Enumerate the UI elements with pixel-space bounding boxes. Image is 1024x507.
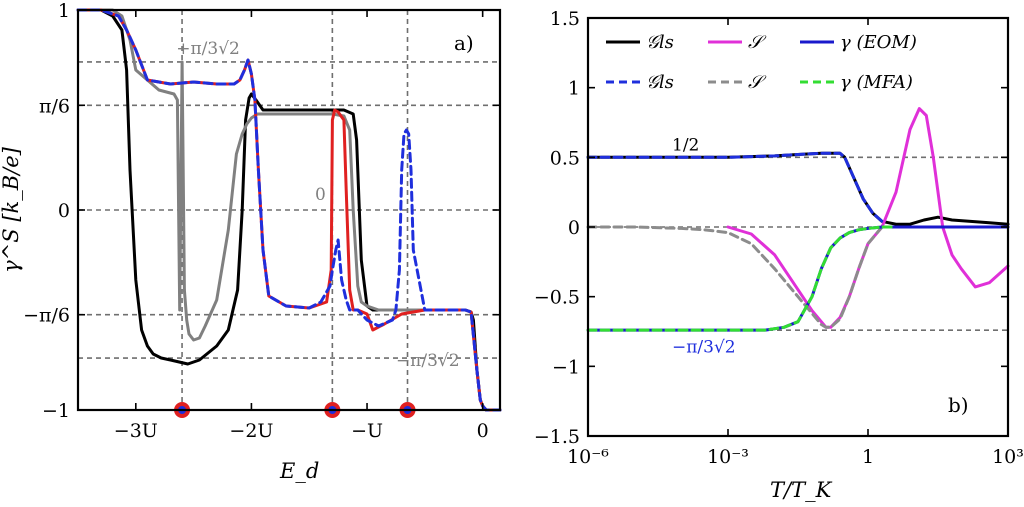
panel-a-gridlines <box>78 9 500 410</box>
annotation-1: 0 <box>315 185 326 205</box>
series-gamma-eom <box>586 225 1010 332</box>
y-tick-label-3: 0 <box>568 217 580 239</box>
y-tick-label-4: 0.5 <box>550 147 580 169</box>
panel-b-annotations: 1/2 −π/3√2 <box>672 135 736 357</box>
panel-a-ticks: −3U −2U −U 0 −1 −π/6 0 π/6 1 <box>23 0 500 442</box>
series-gls-dashed <box>586 151 884 223</box>
panel-a-y-axis-label: γ^S [k_B/e] <box>0 146 23 273</box>
x-tick-label-3: 10³ <box>992 446 1024 468</box>
panel-b-label: b) <box>948 393 969 417</box>
annotation-0: +π/3√2 <box>176 39 240 59</box>
legend-label-2: γ (EOM) <box>840 32 917 53</box>
annotation-0: 1/2 <box>672 135 699 155</box>
y-tick-label-6: 1.5 <box>550 8 580 30</box>
annotation-1: −π/3√2 <box>672 337 736 357</box>
panel-b-ticks: 10⁻⁶ 10⁻³ 1 10³ −1.5 −1 −0.5 0 0.5 1 1.5 <box>534 8 1024 468</box>
y-tick-label-4: 1 <box>58 0 70 22</box>
y-tick-label-0: −1.5 <box>534 426 580 448</box>
y-tick-label-1: −π/6 <box>23 305 70 327</box>
series-blue-dashed <box>76 8 502 412</box>
x-tick-label-0: 10⁻⁶ <box>567 446 609 468</box>
x-tick-label-2: −U <box>351 420 383 442</box>
x-tick-label-2: 1 <box>862 446 874 468</box>
y-tick-label-3: π/6 <box>39 95 70 117</box>
panel-b-gridlines <box>588 156 1008 331</box>
series-s-gray <box>586 225 884 329</box>
panel-a-series <box>76 8 502 412</box>
legend-label-1: 𝒮 <box>748 32 767 53</box>
legend-label-3: 𝒢ls <box>646 72 674 93</box>
legend-label-5: γ (MFA) <box>840 72 913 93</box>
panel-a-label: a) <box>454 31 474 55</box>
y-tick-label-2: −0.5 <box>534 287 580 309</box>
panel-b-x-axis-label: T/T_K <box>770 478 833 502</box>
panel-b-series <box>586 107 1010 332</box>
series-gamma-mfa <box>586 225 898 332</box>
y-tick-label-1: −1 <box>552 356 580 378</box>
legend-label-0: 𝒢ls <box>646 32 674 53</box>
x-tick-label-0: −3U <box>114 420 158 442</box>
x-tick-label-3: 0 <box>477 420 489 442</box>
y-tick-label-2: 0 <box>58 200 70 222</box>
annotation-2: −π/3√2 <box>396 351 460 371</box>
panel-a-annotations: +π/3√2 0 −π/3√2 <box>176 39 459 371</box>
legend-label-4: 𝒮 <box>748 72 767 93</box>
y-tick-label-0: −1 <box>42 400 70 422</box>
panel-a-chart: −3U −2U −U 0 −1 −π/6 0 π/6 1 +π/3√2 0 −π/3√2 a) E_… <box>0 0 502 483</box>
x-tick-label-1: −2U <box>229 420 273 442</box>
series-s <box>726 107 1010 329</box>
panel-b-chart: 10⁻⁶ 10⁻³ 1 10³ −1.5 −1 −0.5 0 0.5 1 1.5 1/2 −π/3√2… <box>534 8 1024 502</box>
panel-a-x-axis-label: E_d <box>279 459 319 483</box>
x-tick-label-1: 10⁻³ <box>707 446 749 468</box>
series-gls <box>586 151 1010 226</box>
y-tick-label-5: 1 <box>568 78 580 100</box>
